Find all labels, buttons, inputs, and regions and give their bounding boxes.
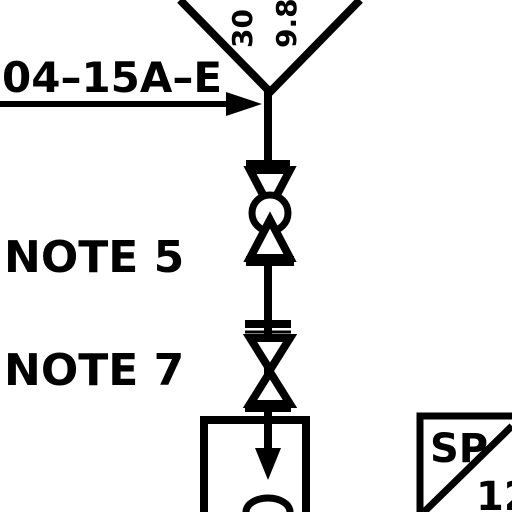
upper-valve-icon xyxy=(243,160,297,266)
inlet-arrow xyxy=(0,92,262,116)
bottom-equipment-box xyxy=(200,416,310,512)
sp-tag: SP 12 xyxy=(416,412,512,512)
sp-tag-top: SP xyxy=(430,426,488,472)
note-upper: NOTE 5 xyxy=(4,232,184,283)
lower-valve-icon xyxy=(242,320,298,412)
diamond-text-left: 30 xyxy=(226,9,259,48)
diamond-text-right: 9.8 xyxy=(270,0,303,48)
line-label: 04–15A–E xyxy=(2,53,222,102)
note-lower: NOTE 7 xyxy=(4,345,184,396)
sp-tag-bottom: 12 xyxy=(476,474,512,512)
